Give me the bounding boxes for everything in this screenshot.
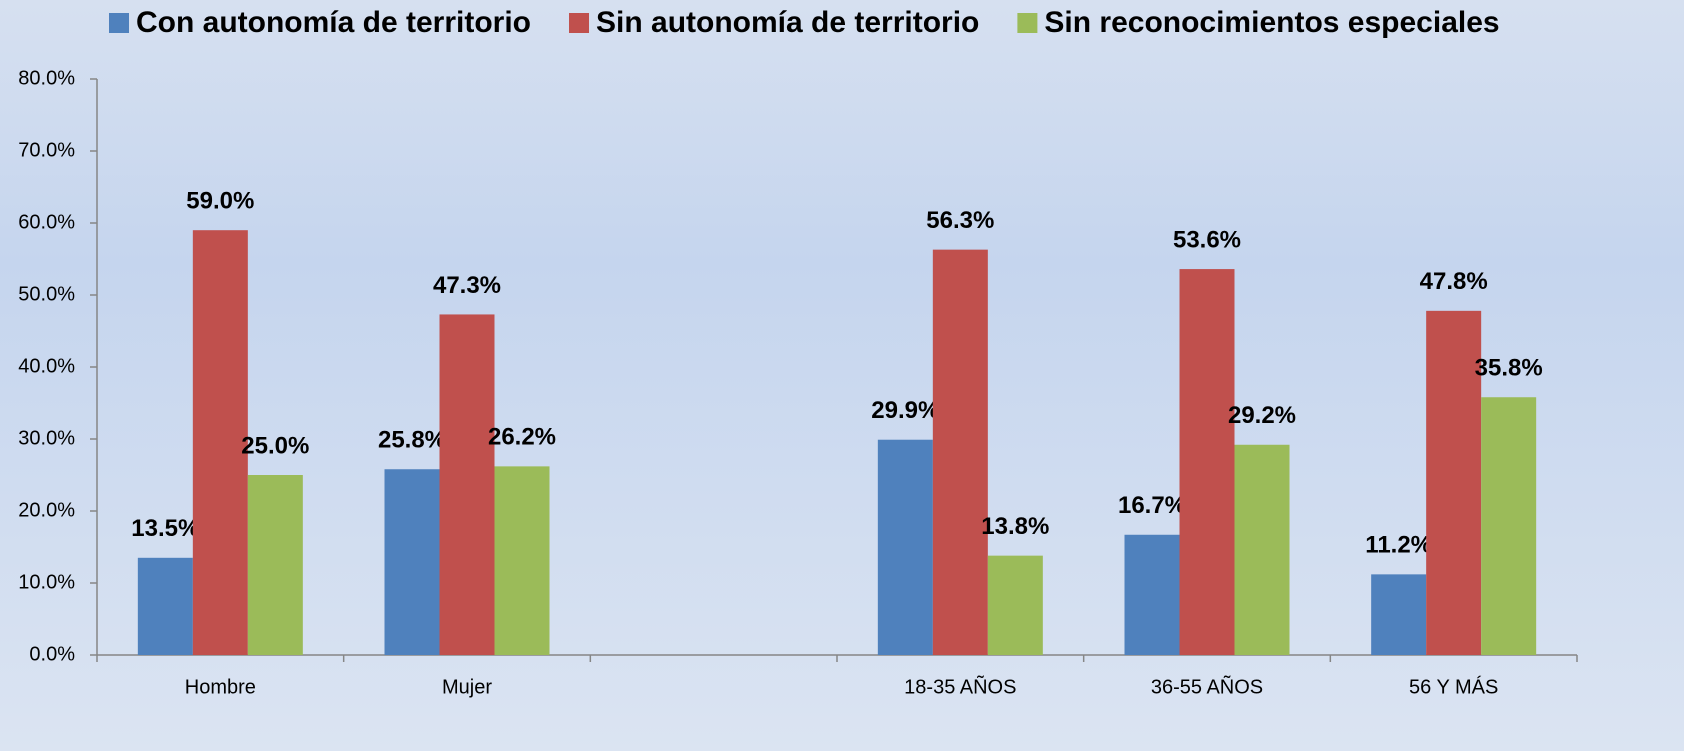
legend-swatch	[569, 13, 590, 33]
bar	[1371, 574, 1427, 655]
bar	[137, 557, 193, 655]
bar	[1179, 269, 1235, 655]
bar	[987, 555, 1043, 655]
bar	[494, 466, 550, 655]
data-label: 25.0%	[241, 432, 309, 459]
data-label: 35.8%	[1475, 355, 1543, 382]
legend-swatch	[109, 13, 129, 33]
y-tick-label: 0.0%	[29, 643, 75, 665]
data-label: 11.2%	[1365, 532, 1432, 559]
y-tick-label: 10.0%	[18, 571, 75, 593]
x-tick-label: 56 Y MÁS	[1409, 675, 1498, 698]
data-label: 47.8%	[1420, 268, 1488, 295]
bar	[877, 439, 933, 655]
y-tick-label: 60.0%	[18, 211, 75, 233]
bar	[247, 475, 303, 655]
bar	[384, 469, 440, 655]
data-label: 56.3%	[926, 207, 994, 234]
data-label: 25.8%	[378, 427, 446, 454]
data-label: 53.6%	[1173, 226, 1241, 253]
bar	[1481, 397, 1537, 655]
y-tick-label: 80.0%	[18, 67, 75, 89]
data-label: 47.3%	[433, 272, 501, 299]
x-tick-label: 18-35 AÑOS	[904, 674, 1016, 698]
bar	[1124, 534, 1180, 655]
bar	[1234, 444, 1290, 655]
y-tick-label: 40.0%	[18, 355, 75, 377]
x-tick-label: Mujer	[442, 676, 492, 698]
bar	[932, 249, 988, 655]
data-label: 26.2%	[488, 424, 556, 451]
data-label: 16.7%	[1118, 492, 1186, 519]
x-tick-label: Hombre	[185, 676, 256, 698]
y-tick-label: 50.0%	[18, 283, 75, 305]
bar	[1426, 310, 1482, 655]
y-tick-label: 30.0%	[18, 427, 75, 449]
bar	[439, 314, 495, 655]
data-label: 29.2%	[1228, 402, 1296, 429]
legend-label: Sin reconocimientos especiales	[1044, 6, 1499, 39]
data-label: 13.5%	[131, 515, 199, 542]
y-tick-label: 20.0%	[18, 499, 75, 521]
data-label: 29.9%	[871, 397, 939, 424]
bar	[192, 230, 248, 655]
legend-swatch	[1017, 13, 1038, 33]
y-tick-label: 70.0%	[18, 139, 75, 161]
legend-label: Con autonomía de territorio	[136, 6, 531, 39]
data-label: 13.8%	[981, 513, 1049, 540]
legend-label: Sin autonomía de territorio	[596, 6, 979, 39]
data-label: 59.0%	[186, 188, 254, 215]
x-tick-label: 36-55 AÑOS	[1151, 674, 1263, 698]
